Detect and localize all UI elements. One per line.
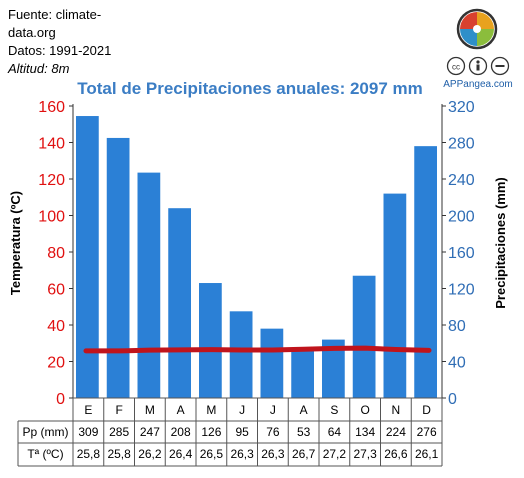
cc-license-icon: cc [446,56,510,76]
precip-bar [383,193,407,398]
left-tick-label: 0 [56,391,65,408]
precip-value: 247 [140,425,160,439]
temp-value: 26,6 [384,447,408,461]
month-label: J [270,403,276,417]
precip-value: 95 [235,425,249,439]
temp-value: 27,2 [323,447,347,461]
data-period-line: Datos: 1991-2021 [8,43,112,58]
temp-value: 25,8 [107,447,131,461]
precip-value: 285 [109,425,129,439]
month-label: D [422,403,431,417]
temp-value: 26,7 [292,447,316,461]
left-tick-label: 100 [38,209,65,226]
data-table: E F M A M J J A S O N D Pp (mm) Tª (ºC) 309 285 247 208 12… [17,397,443,467]
right-tick-label: 240 [448,172,475,189]
temperature-line-group [83,345,432,354]
row-header-temp: Tª (ºC) [27,447,63,461]
precip-value: 76 [266,425,280,439]
right-axis-label: Precipitaciones (mm) [493,177,508,309]
left-tick-label: 80 [47,245,65,262]
altitude-line: Altitud: 8m [8,61,70,76]
precip-bar [291,349,314,398]
precip-value: 134 [355,425,375,439]
month-label: M [145,403,155,417]
left-tick-label: 40 [47,318,65,335]
temp-value: 25,8 [77,447,101,461]
precip-bar [352,275,376,398]
precip-bar [168,208,191,398]
month-label: S [330,403,338,417]
precip-value: 276 [417,425,437,439]
chart-axes [72,104,443,398]
svg-text:cc: cc [452,63,460,72]
precip-bars [76,116,437,398]
right-tick-label: 0 [448,391,457,408]
month-label: A [300,403,308,417]
precip-bar [199,283,222,398]
right-tick-label: 160 [448,245,475,262]
precip-value: 64 [328,425,342,439]
precip-bar [137,172,161,398]
left-tick-label: 140 [38,136,65,153]
right-tick-label: 200 [448,209,475,226]
appangea-logo-icon [456,8,498,50]
source-line: data.org [8,25,56,40]
temp-value: 26,3 [230,447,254,461]
precip-bar [229,311,253,398]
right-tick-label: 280 [448,136,475,153]
month-label: E [84,403,92,417]
precip-value: 208 [171,425,191,439]
temp-value: 26,2 [138,447,162,461]
right-tick-label: 120 [448,282,475,299]
precip-bar [414,146,437,398]
month-label: O [360,403,369,417]
month-label: M [206,403,216,417]
precip-value: 224 [386,425,406,439]
right-axis-ticks: 0 40 80 120 160 200 240 280 320 [442,99,475,408]
right-tick-label: 40 [448,355,466,372]
temp-value: 26,5 [200,447,224,461]
precip-bar [322,339,345,398]
source-line: Fuente: climate- [8,7,102,22]
temp-value: 26,3 [261,447,285,461]
left-axis-label: Temperatura (ºC) [8,191,23,295]
month-label: J [239,403,245,417]
right-tick-label: 80 [448,318,466,335]
temperature-line [83,345,432,354]
precip-value: 309 [78,425,98,439]
temp-value: 26,1 [415,447,439,461]
left-tick-label: 60 [47,282,65,299]
temp-value: 27,3 [353,447,377,461]
row-header-pp: Pp (mm) [23,425,69,439]
left-tick-label: 120 [38,172,65,189]
brand-label: APPangea.com [443,79,513,90]
left-axis-ticks: 0 20 40 60 80 100 120 140 160 [38,99,73,408]
temp-value: 26,4 [169,447,193,461]
precip-value: 53 [297,425,311,439]
month-label: A [177,403,185,417]
precip-bar [260,328,284,398]
right-tick-label: 320 [448,99,475,116]
month-label: F [115,403,122,417]
left-tick-label: 160 [38,99,65,116]
left-tick-label: 20 [47,355,65,372]
chart-title: Total de Precipitaciones anuales: 2097 m… [77,79,423,98]
precip-bar [106,137,130,398]
precip-value: 126 [201,425,221,439]
precip-bar [76,116,99,398]
month-label: N [392,403,401,417]
